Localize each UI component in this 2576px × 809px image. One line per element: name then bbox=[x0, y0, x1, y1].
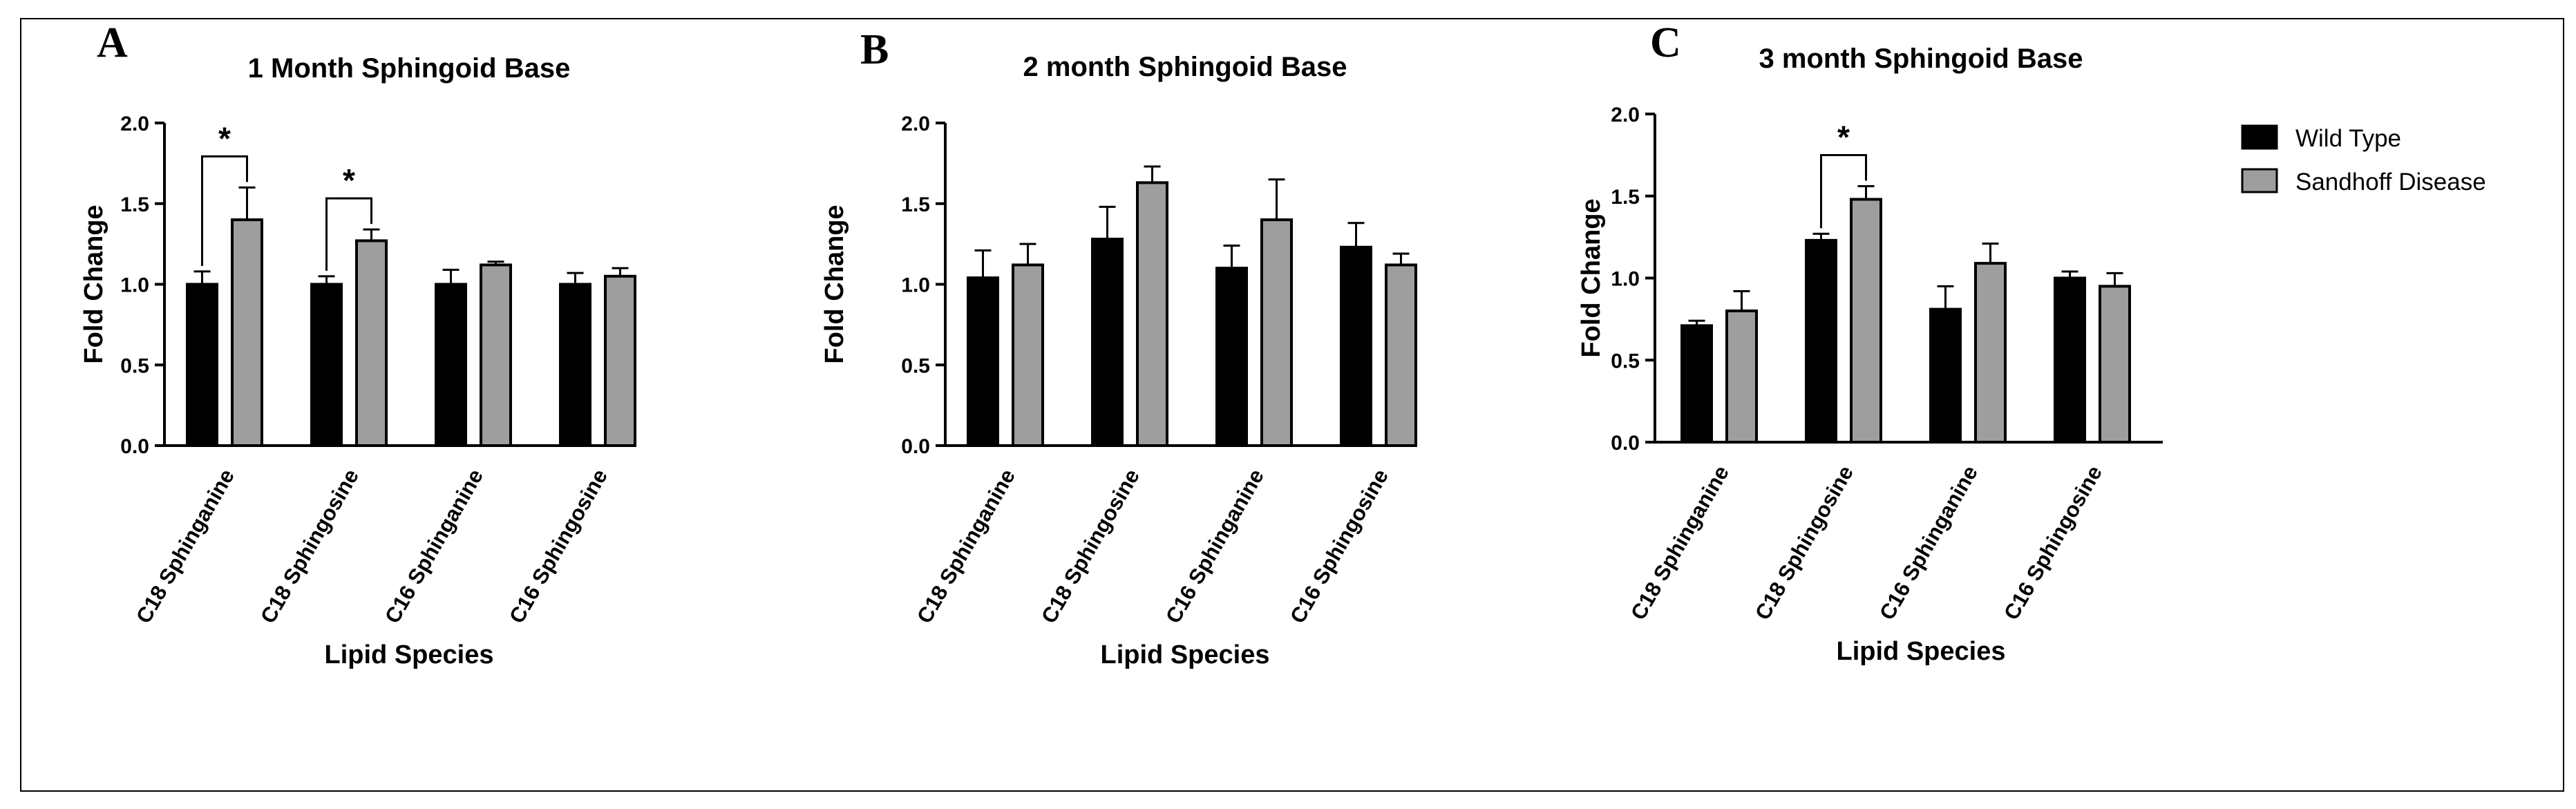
y-tick-label: 1.5 bbox=[901, 193, 930, 216]
legend-swatch-wild-type bbox=[2241, 124, 2278, 150]
bar-sandhoff bbox=[604, 274, 636, 448]
x-axis-label: Lipid Species bbox=[1101, 640, 1270, 669]
x-tick-label: C18 Sphingosine bbox=[256, 465, 363, 627]
bar-wild-type bbox=[967, 276, 999, 447]
x-tick-label: C16 Sphinganine bbox=[1161, 465, 1269, 627]
bar-sandhoff bbox=[1260, 218, 1293, 447]
y-tick-label: 2.0 bbox=[901, 113, 930, 135]
y-tick-label: 1.5 bbox=[1611, 186, 1640, 209]
significance-bracket bbox=[201, 155, 248, 266]
legend-label-sandhoff-disease: Sandhoff Disease bbox=[2295, 169, 2486, 196]
y-tick-label: 1.0 bbox=[120, 274, 149, 297]
chart-3-month: 3 month Sphingoid Base Fold Change Lipid S… bbox=[1577, 44, 2163, 666]
y-tick-label: 0.5 bbox=[1611, 350, 1640, 372]
y-tick-label: 0.0 bbox=[120, 435, 149, 458]
bar-sandhoff bbox=[1850, 198, 1882, 444]
panel-label-a: A bbox=[97, 19, 128, 66]
x-tick-label: C16 Sphinganine bbox=[1875, 461, 1982, 624]
y-tick-label: 0.0 bbox=[1611, 432, 1640, 455]
chart-1-month: 1 Month Sphingoid Base Fold Change Lipid S… bbox=[79, 53, 636, 669]
bar-wild-type bbox=[1215, 267, 1248, 447]
y-axis-label: Fold Change bbox=[1577, 198, 1606, 357]
x-tick-label: C16 Sphingosine bbox=[1285, 465, 1393, 627]
x-tick-label: C18 Sphinganine bbox=[1626, 461, 1734, 624]
bar-wild-type bbox=[1805, 238, 1837, 444]
y-tick-label: 2.0 bbox=[120, 113, 149, 135]
bar-wild-type bbox=[1929, 307, 1962, 444]
bar-sandhoff bbox=[355, 239, 388, 447]
bar-wild-type bbox=[1680, 324, 1713, 444]
bar-sandhoff bbox=[480, 263, 512, 447]
significance-bracket bbox=[1820, 154, 1867, 229]
x-axis-label: Lipid Species bbox=[325, 640, 494, 669]
significance-marker: * bbox=[343, 162, 355, 198]
bar-sandhoff bbox=[2099, 285, 2131, 444]
y-tick-label: 0.5 bbox=[120, 354, 149, 377]
bar-sandhoff bbox=[1974, 262, 2007, 444]
legend-label-wild-type: Wild Type bbox=[2295, 125, 2401, 152]
bar-wild-type bbox=[1340, 245, 1372, 447]
legend-swatch-sandhoff bbox=[2241, 168, 2278, 193]
x-axis-label: Lipid Species bbox=[1837, 637, 2006, 666]
bar-wild-type bbox=[2054, 276, 2086, 444]
x-tick-label: C18 Sphingosine bbox=[1036, 465, 1144, 627]
bar-sandhoff bbox=[1012, 263, 1044, 447]
bar-sandhoff bbox=[1725, 310, 1758, 444]
chart-title: 1 Month Sphingoid Base bbox=[248, 53, 571, 84]
panel-label-b: B bbox=[860, 26, 889, 73]
y-tick-label: 2.0 bbox=[1611, 104, 1640, 126]
y-tick-label: 0.0 bbox=[901, 435, 930, 458]
x-tick-label: C16 Sphinganine bbox=[380, 465, 488, 627]
x-tick-label: C18 Sphingosine bbox=[1750, 461, 1858, 624]
y-axis-label: Fold Change bbox=[79, 204, 108, 363]
legend: Wild Type Sandhoff Disease bbox=[2241, 124, 2486, 196]
x-tick-label: C18 Sphinganine bbox=[131, 465, 239, 627]
x-tick-label: C16 Sphingosine bbox=[504, 465, 612, 627]
bar-wild-type bbox=[559, 283, 591, 447]
y-tick-label: 1.0 bbox=[1611, 268, 1640, 291]
y-tick-label: 0.5 bbox=[901, 354, 930, 377]
bar-sandhoff bbox=[231, 218, 263, 447]
bar-wild-type bbox=[435, 283, 467, 447]
bar-sandhoff bbox=[1136, 181, 1168, 447]
chart-title: 2 month Sphingoid Base bbox=[1023, 52, 1347, 82]
bar-wild-type bbox=[310, 283, 343, 447]
significance-bracket bbox=[325, 197, 372, 271]
x-tick-label: C18 Sphinganine bbox=[912, 465, 1020, 627]
significance-marker: * bbox=[1837, 120, 1850, 155]
y-tick-label: 1.5 bbox=[120, 193, 149, 216]
bar-sandhoff bbox=[1385, 263, 1417, 447]
chart-title: 3 month Sphingoid Base bbox=[1759, 44, 2083, 74]
x-tick-label: C16 Sphingosine bbox=[1999, 461, 2107, 624]
y-axis-label: Fold Change bbox=[820, 204, 849, 363]
bar-wild-type bbox=[186, 283, 218, 447]
chart-2-month: 2 month Sphingoid Base Fold Change Lipid S… bbox=[820, 52, 1417, 669]
significance-marker: * bbox=[218, 120, 231, 156]
y-tick-label: 1.0 bbox=[901, 274, 930, 297]
panel-label-c: C bbox=[1650, 19, 1681, 66]
bar-wild-type bbox=[1091, 238, 1124, 447]
